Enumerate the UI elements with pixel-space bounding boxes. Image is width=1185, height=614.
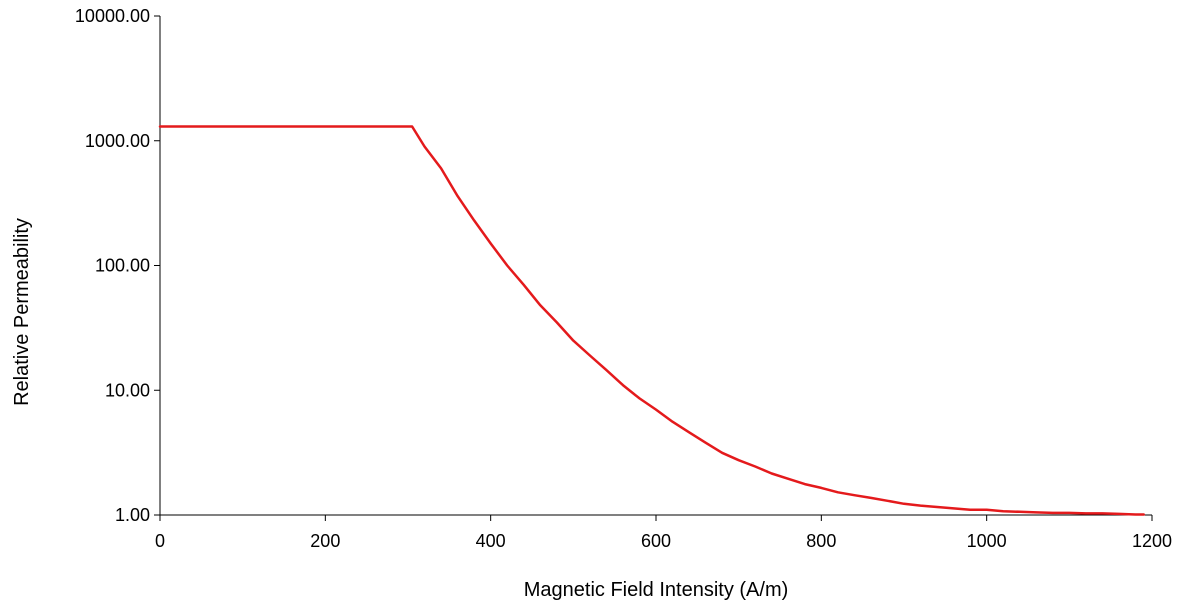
x-tick-label: 400 <box>476 531 506 551</box>
y-tick-label: 1.00 <box>115 505 150 525</box>
x-axis-title: Magnetic Field Intensity (A/m) <box>524 579 789 601</box>
x-tick-label: 800 <box>806 531 836 551</box>
series-line <box>158 125 1145 516</box>
series-layer <box>158 125 1145 516</box>
y-axis-title: Relative Permeability <box>11 218 33 406</box>
axes <box>159 16 1152 516</box>
y-tick-label: 100.00 <box>95 256 150 276</box>
x-tick-label: 1000 <box>967 531 1007 551</box>
x-tick-label: 200 <box>310 531 340 551</box>
x-tick-label: 1200 <box>1132 531 1172 551</box>
ticks: 0 200 400 600 800 1000 1200 1.00 10.00 100.00 1000… <box>75 6 1172 551</box>
x-tick-label: 0 <box>155 531 165 551</box>
y-tick-label: 10000.00 <box>75 6 150 26</box>
y-tick-label: 10.00 <box>105 380 150 400</box>
y-tick-label: 1000.00 <box>85 131 150 151</box>
x-tick-label: 600 <box>641 531 671 551</box>
